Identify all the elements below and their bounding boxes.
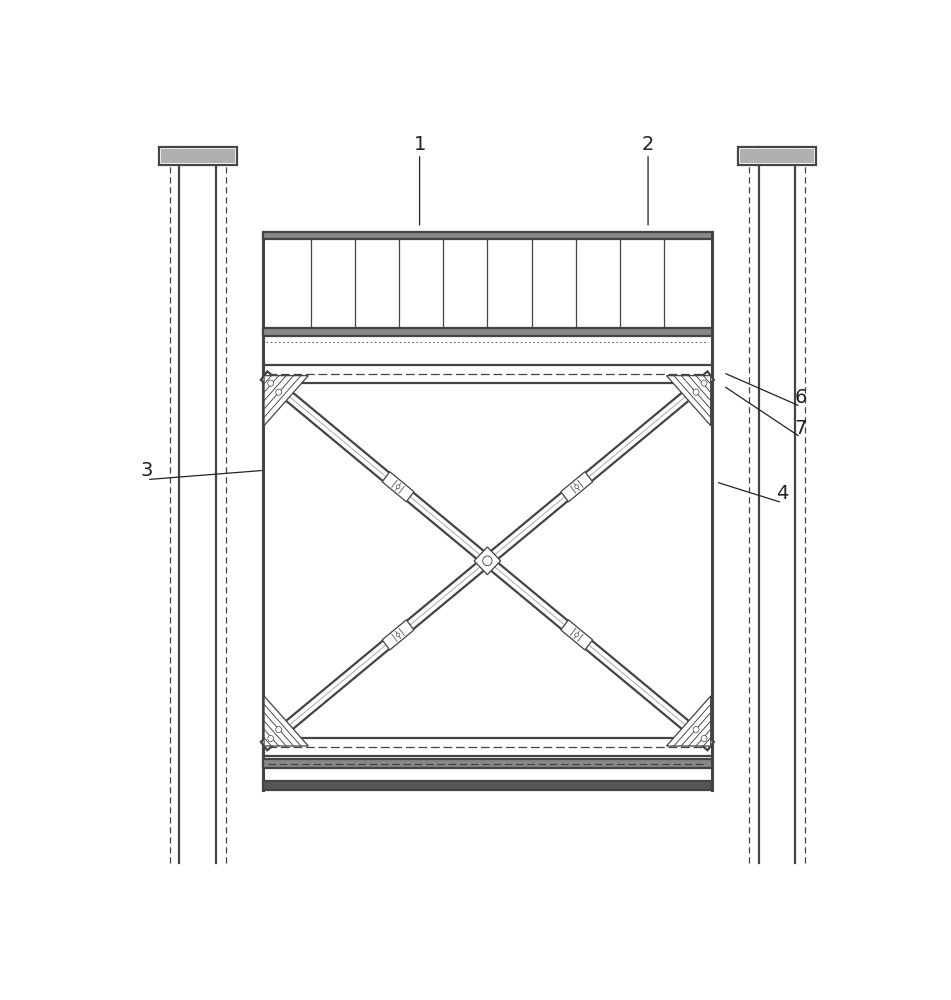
- Text: 6: 6: [794, 388, 806, 407]
- Bar: [262, 232, 712, 239]
- Text: 3: 3: [141, 461, 153, 480]
- Circle shape: [574, 633, 578, 637]
- Circle shape: [276, 389, 281, 395]
- Text: 7: 7: [794, 418, 806, 438]
- Polygon shape: [667, 696, 710, 746]
- Polygon shape: [561, 472, 592, 502]
- Circle shape: [693, 726, 699, 733]
- Bar: [262, 328, 712, 336]
- Polygon shape: [561, 620, 592, 650]
- Bar: [159, 147, 237, 165]
- Circle shape: [397, 633, 400, 637]
- Polygon shape: [667, 376, 710, 426]
- Polygon shape: [475, 547, 500, 575]
- Polygon shape: [261, 371, 714, 750]
- Bar: [740, 149, 814, 163]
- Bar: [159, 147, 237, 165]
- Text: 1: 1: [414, 135, 426, 154]
- Polygon shape: [382, 472, 414, 502]
- Circle shape: [693, 389, 699, 395]
- Circle shape: [397, 485, 400, 489]
- Circle shape: [574, 485, 578, 489]
- Bar: [738, 147, 816, 165]
- Polygon shape: [264, 376, 308, 426]
- Bar: [738, 147, 816, 165]
- Polygon shape: [261, 371, 714, 750]
- Circle shape: [276, 726, 281, 733]
- Text: 4: 4: [776, 484, 788, 503]
- Circle shape: [701, 380, 707, 386]
- Circle shape: [268, 380, 274, 386]
- Bar: [262, 781, 712, 790]
- Polygon shape: [382, 620, 414, 650]
- Circle shape: [701, 735, 707, 742]
- Circle shape: [483, 556, 492, 566]
- Bar: [262, 759, 712, 768]
- Text: 2: 2: [642, 135, 654, 154]
- Polygon shape: [264, 696, 308, 746]
- Bar: [161, 149, 235, 163]
- Circle shape: [268, 735, 274, 742]
